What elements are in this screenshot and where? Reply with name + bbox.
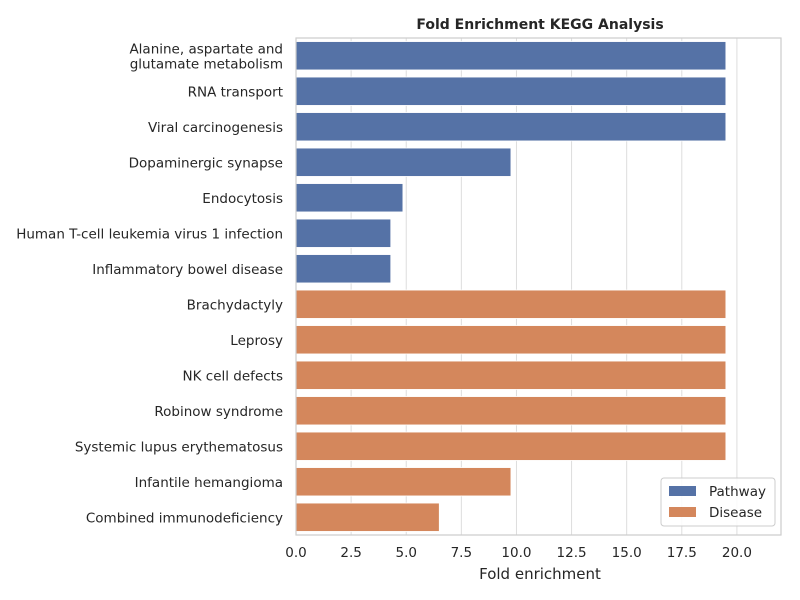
x-tick-label: 17.5 bbox=[667, 545, 697, 561]
y-tick-label: Systemic lupus erythematosus bbox=[75, 439, 283, 455]
y-tick-label: NK cell defects bbox=[183, 368, 283, 384]
x-tick-label: 10.0 bbox=[501, 545, 531, 561]
legend-label-pathway: Pathway bbox=[709, 484, 766, 500]
x-tick-label: 20.0 bbox=[722, 545, 752, 561]
y-tick-label: Viral carcinogenesis bbox=[148, 120, 283, 136]
y-tick-label: Endocytosis bbox=[202, 191, 283, 207]
y-tick-label: Brachydactyly bbox=[187, 297, 283, 313]
bar-disease bbox=[295, 502, 440, 532]
chart-title: Fold Enrichment KEGG Analysis bbox=[416, 17, 663, 33]
plot-frame bbox=[295, 37, 782, 536]
bar-disease bbox=[295, 360, 727, 390]
bar-disease bbox=[295, 396, 727, 426]
x-axis-label: Fold enrichment bbox=[479, 565, 601, 583]
bar-pathway bbox=[295, 254, 392, 284]
y-tick-label: glutamate metabolism bbox=[130, 56, 283, 72]
y-tick-label: Human T-cell leukemia virus 1 infection bbox=[16, 226, 283, 242]
x-tick-labels: 0.0 2.5 5.0 7.5 10.0 12.5 15.0 17.5 20.0 bbox=[285, 545, 752, 561]
y-tick-label: Robinow syndrome bbox=[154, 404, 283, 420]
legend: Pathway Disease bbox=[660, 477, 776, 527]
bar-disease bbox=[295, 325, 727, 355]
bar-pathway bbox=[295, 41, 727, 71]
x-tick-label: 0.0 bbox=[285, 545, 306, 561]
legend-swatch-pathway bbox=[669, 486, 696, 496]
bar-pathway bbox=[295, 147, 512, 177]
x-tick-label: 12.5 bbox=[557, 545, 587, 561]
y-tick-label: Leprosy bbox=[230, 333, 283, 349]
y-tick-label: RNA transport bbox=[188, 84, 283, 100]
bar-disease bbox=[295, 431, 727, 461]
x-tick-label: 7.5 bbox=[451, 545, 472, 561]
x-tick-label: 5.0 bbox=[395, 545, 416, 561]
bar-pathway bbox=[295, 76, 727, 106]
y-tick-label: Alanine, aspartate and bbox=[129, 41, 283, 57]
y-tick-label: Infantile hemangioma bbox=[135, 475, 283, 491]
y-tick-label: Combined immunodeficiency bbox=[86, 510, 283, 526]
bar-pathway bbox=[295, 112, 727, 142]
x-tick-label: 15.0 bbox=[612, 545, 642, 561]
legend-swatch-disease bbox=[669, 507, 696, 517]
bar-pathway bbox=[295, 183, 404, 213]
y-tick-label: Inflammatory bowel disease bbox=[92, 262, 283, 278]
bar-disease bbox=[295, 289, 727, 319]
x-tick-label: 2.5 bbox=[340, 545, 361, 561]
y-tick-label: Dopaminergic synapse bbox=[129, 155, 283, 171]
bars bbox=[295, 41, 727, 532]
bar-disease bbox=[295, 467, 512, 497]
bar-pathway bbox=[295, 218, 392, 248]
legend-label-disease: Disease bbox=[709, 505, 762, 521]
